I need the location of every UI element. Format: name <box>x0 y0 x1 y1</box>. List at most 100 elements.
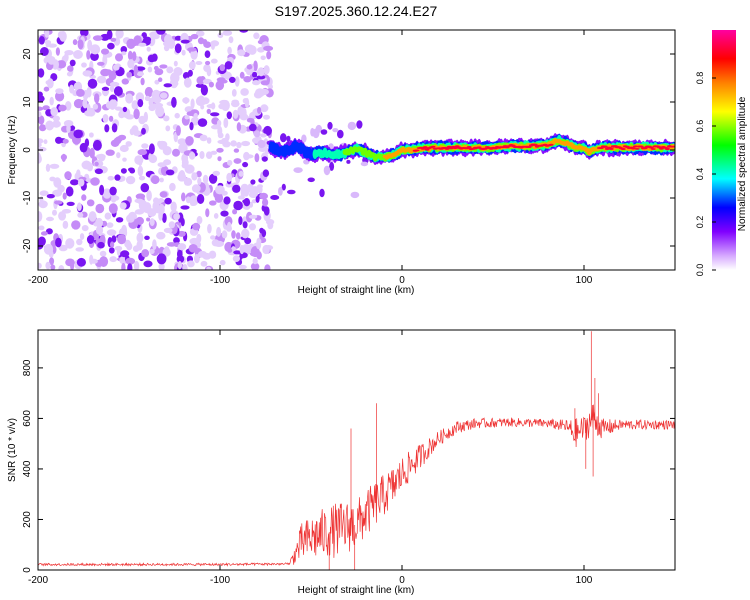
noise-blob <box>239 71 245 79</box>
noise-blob <box>206 108 211 114</box>
colorbar-ticks: 0.0 0.2 0.4 0.6 0.8 <box>695 72 716 276</box>
noise-blob <box>149 248 155 255</box>
noise-blob <box>323 165 331 176</box>
noise-blob <box>45 120 54 131</box>
noise-blob <box>253 60 258 72</box>
noise-blob <box>239 244 245 255</box>
noise-blob <box>116 152 121 159</box>
noise-blob <box>146 190 152 202</box>
noise-blob <box>59 31 67 42</box>
noise-blob <box>97 61 105 66</box>
noise-blob <box>210 235 216 240</box>
noise-blob <box>243 76 252 83</box>
noise-blob <box>219 259 226 266</box>
noise-blob <box>164 34 173 46</box>
noise-blob <box>247 185 255 193</box>
noise-blob <box>218 103 226 110</box>
noise-blob <box>43 139 48 145</box>
track-cell <box>482 147 488 150</box>
noise-blob <box>237 49 246 57</box>
noise-blob <box>108 247 115 254</box>
noise-blob <box>260 80 270 86</box>
spectrogram-x-label: Height of straight line (km) <box>298 285 415 296</box>
noise-blob <box>154 68 164 76</box>
noise-blob <box>73 82 80 90</box>
noise-blob <box>225 133 230 141</box>
noise-blob <box>174 43 182 54</box>
track-cell <box>548 143 554 146</box>
noise-blob <box>122 106 128 113</box>
track-cell <box>430 145 436 148</box>
noise-blob <box>217 156 222 162</box>
noise-blob <box>94 161 99 167</box>
noise-blob <box>51 120 61 128</box>
noise-blob <box>175 125 181 136</box>
noise-blob <box>55 88 64 94</box>
noise-blob <box>243 198 251 207</box>
noise-blob <box>259 227 264 234</box>
noise-blob <box>199 151 205 159</box>
noise-blob <box>163 115 170 122</box>
noise-blob <box>38 36 45 45</box>
noise-blob <box>188 61 196 70</box>
noise-blob <box>262 169 270 177</box>
noise-blob <box>135 209 142 215</box>
noise-blob <box>260 104 269 113</box>
noise-blob <box>135 216 144 225</box>
spectrogram-carrier-track <box>268 133 675 165</box>
noise-blob <box>222 30 233 36</box>
noise-blob <box>240 88 249 96</box>
noise-blob <box>332 128 339 133</box>
noise-blob <box>150 175 160 185</box>
noise-blob <box>90 52 99 61</box>
noise-blob <box>301 134 307 143</box>
noise-blob <box>210 150 218 155</box>
noise-blob <box>110 241 115 248</box>
noise-blob <box>113 86 123 97</box>
noise-blob <box>182 97 190 104</box>
noise-blob <box>109 256 117 263</box>
noise-blob <box>99 184 105 196</box>
noise-blob <box>233 158 242 164</box>
noise-blob <box>81 160 92 170</box>
noise-blob <box>190 200 196 206</box>
noise-blob <box>66 124 71 134</box>
noise-blob <box>180 39 190 44</box>
noise-blob <box>152 239 157 251</box>
noise-blob <box>243 204 251 210</box>
noise-blob <box>76 257 86 267</box>
noise-blob <box>69 84 75 94</box>
noise-blob <box>307 177 315 183</box>
noise-blob <box>201 97 210 105</box>
noise-blob <box>163 83 173 88</box>
noise-blob <box>92 139 102 151</box>
noise-blob <box>256 239 262 250</box>
noise-blob <box>205 208 210 218</box>
noise-blob <box>248 214 258 219</box>
noise-blob <box>181 192 186 202</box>
noise-blob <box>159 191 168 198</box>
noise-blob <box>264 264 271 270</box>
track-cell <box>602 145 608 148</box>
noise-blob <box>250 262 260 270</box>
noise-blob <box>136 232 144 244</box>
noise-blob <box>214 193 224 203</box>
noise-blob <box>229 76 236 83</box>
noise-blob <box>106 30 113 40</box>
noise-blob <box>238 170 244 177</box>
noise-blob <box>49 96 54 106</box>
noise-blob <box>194 254 200 264</box>
noise-blob <box>191 184 201 193</box>
noise-blob <box>216 119 222 127</box>
noise-blob <box>94 93 100 104</box>
noise-blob <box>181 158 189 168</box>
noise-blob <box>191 172 198 181</box>
noise-blob <box>356 120 363 129</box>
noise-blob <box>204 50 211 58</box>
noise-blob <box>233 200 243 211</box>
noise-blob <box>119 144 129 153</box>
track-cell <box>632 145 638 148</box>
x-tick-label: 100 <box>576 275 593 286</box>
noise-blob <box>111 197 117 203</box>
